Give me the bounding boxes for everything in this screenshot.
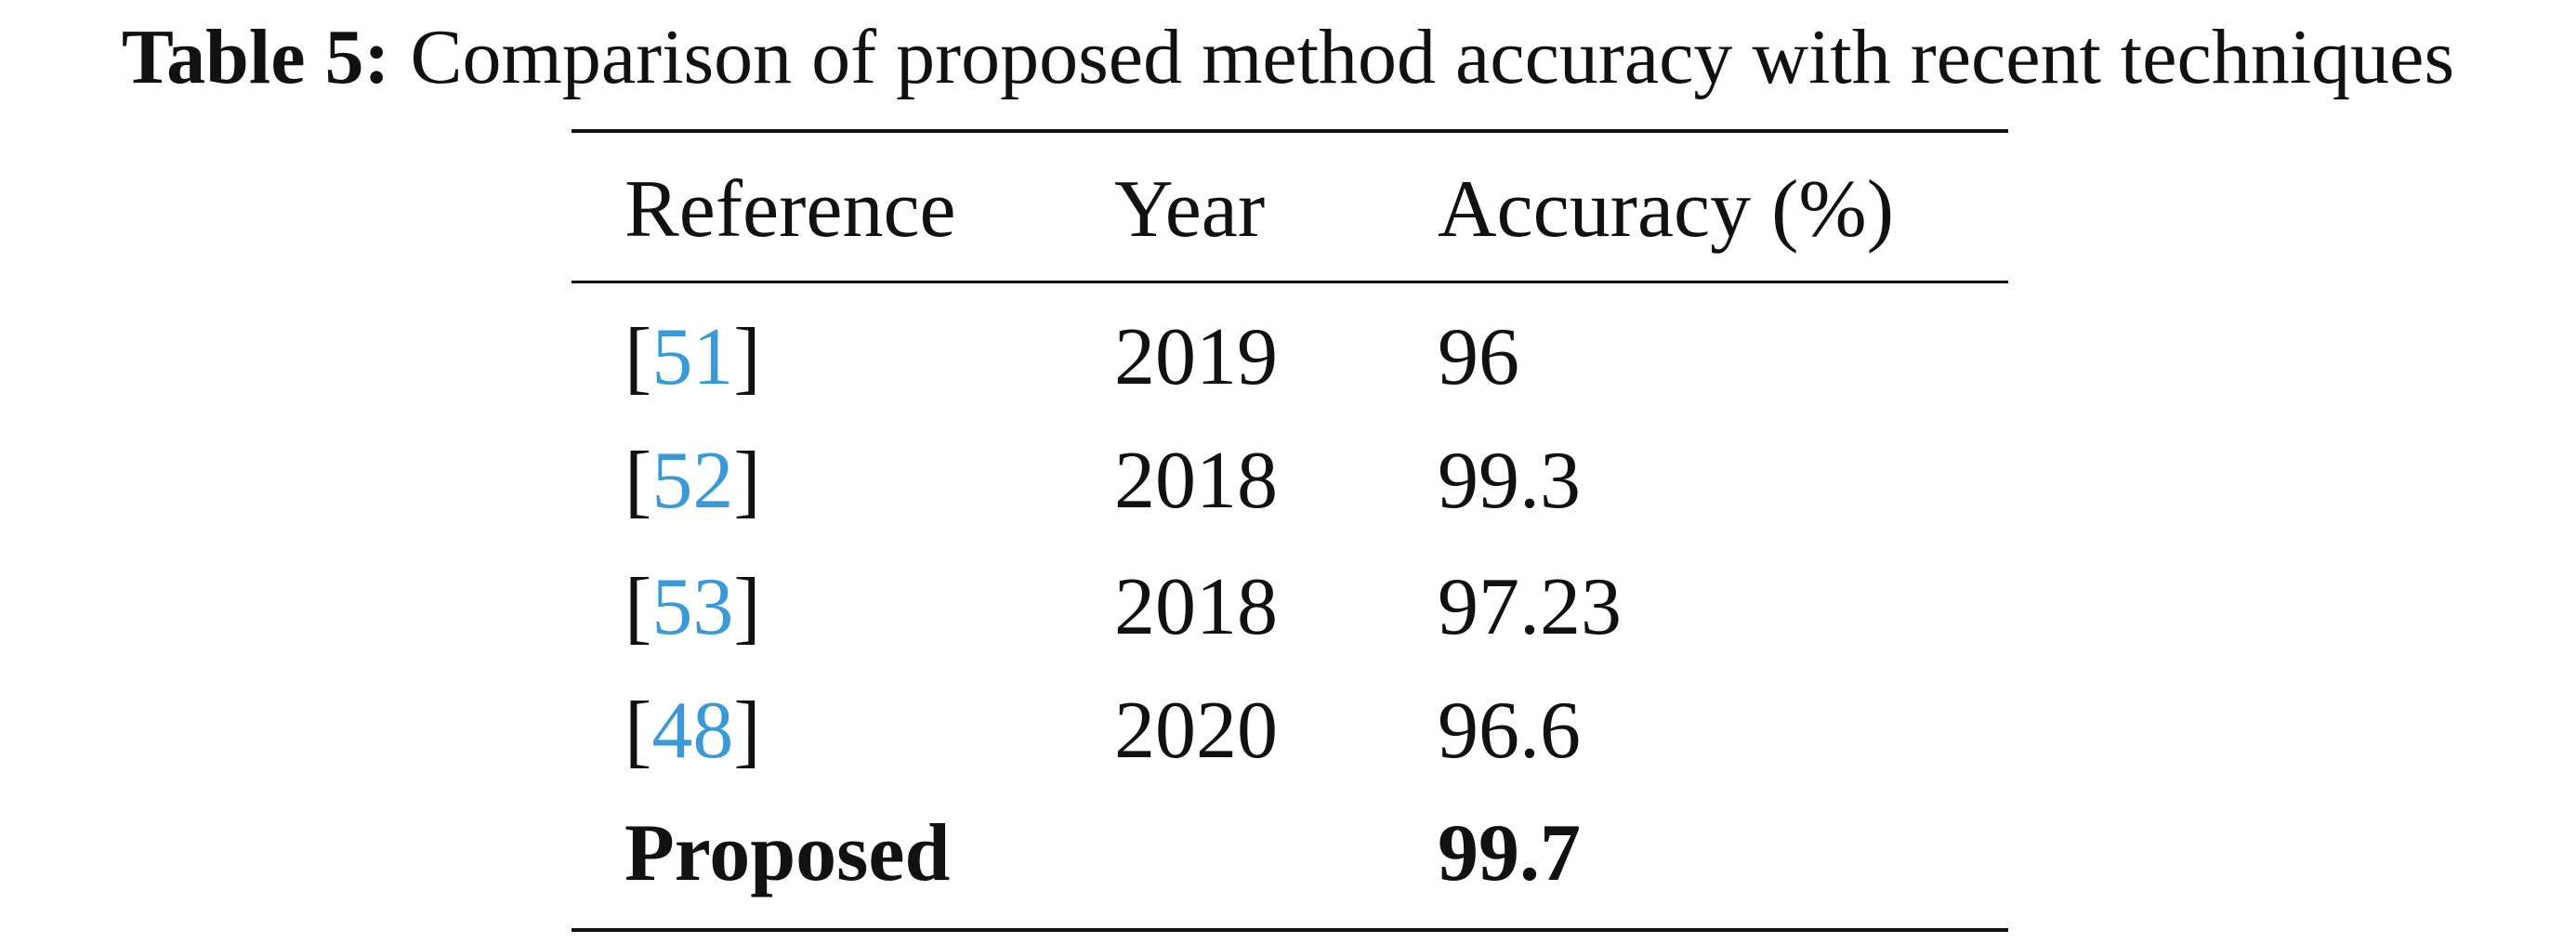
year-cell: 2020	[1114, 686, 1278, 776]
year-cell: 2018	[1114, 562, 1278, 652]
reference-cell: [51]	[624, 317, 761, 399]
header-rule	[572, 281, 2008, 283]
reference-text: ]	[733, 436, 761, 526]
reference-text: [	[624, 562, 652, 652]
reference-text: [	[624, 436, 652, 526]
reference-cell: [53]	[624, 567, 761, 648]
reference-text: ]	[733, 686, 761, 776]
header-cell: Year	[1114, 164, 1266, 255]
header-cell: Accuracy (%)	[1438, 164, 1895, 255]
citation-link: 48	[651, 686, 734, 776]
header-cell: Reference	[624, 164, 956, 255]
bottom-rule	[572, 928, 2008, 932]
citation-link: 51	[651, 312, 734, 402]
year-cell: 2019	[1114, 312, 1278, 402]
reference-cell: [52]	[624, 440, 761, 522]
top-rule	[572, 129, 2008, 133]
reference-text: ]	[733, 312, 761, 402]
accuracy-cell: 96.6	[1438, 686, 1581, 776]
accuracy-cell: 96	[1438, 312, 1519, 402]
accuracy-cell: 99.3	[1438, 436, 1581, 526]
reference-cell: Proposed	[624, 813, 950, 895]
citation-link: 52	[651, 436, 734, 526]
caption-label: Table 5:	[121, 14, 390, 100]
reference-text: [	[624, 686, 652, 776]
accuracy-cell: 99.7	[1438, 808, 1581, 898]
caption-text: Comparison of proposed method accuracy w…	[410, 14, 2455, 100]
table-caption: Table 5: Comparison of proposed method ac…	[0, 19, 2576, 97]
year-cell: 2018	[1114, 436, 1278, 526]
reference-text: Proposed	[624, 808, 951, 898]
reference-text: [	[624, 312, 652, 402]
accuracy-cell: 97.23	[1438, 562, 1622, 652]
citation-link: 53	[651, 562, 734, 652]
reference-text: ]	[733, 562, 761, 652]
reference-cell: [48]	[624, 690, 761, 772]
